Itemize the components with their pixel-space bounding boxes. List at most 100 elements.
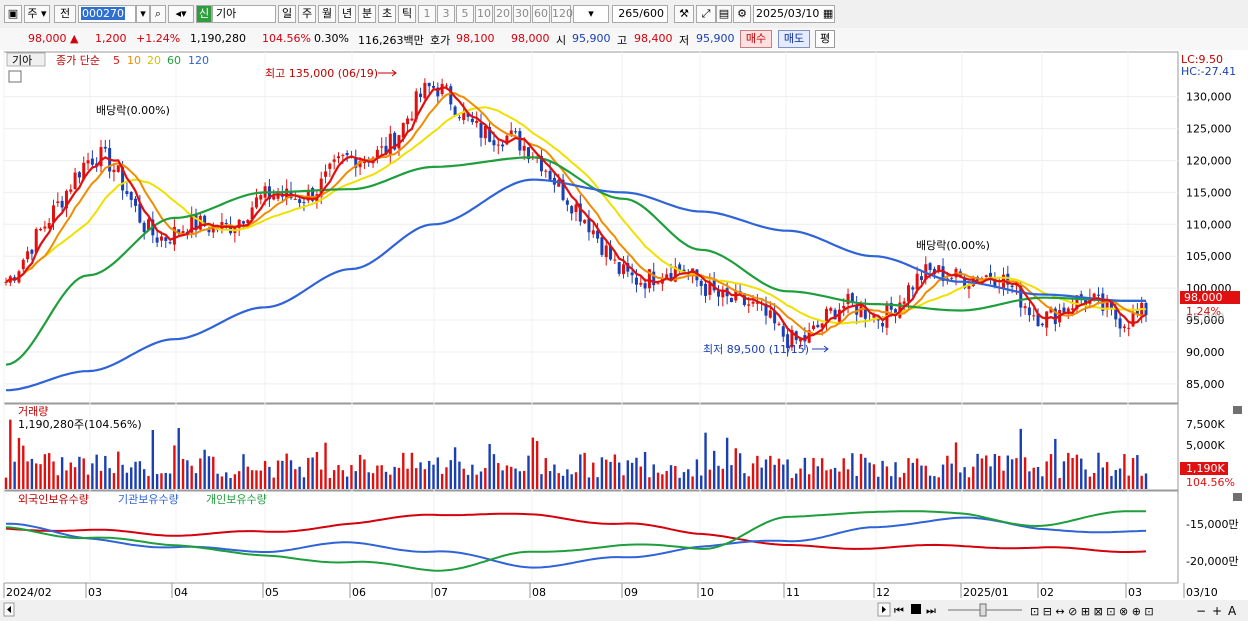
volume-bar [4, 477, 8, 489]
stop-icon[interactable] [911, 604, 921, 614]
zoom-slider-handle[interactable] [979, 603, 987, 617]
volume-bar [661, 474, 664, 489]
candle-body [622, 264, 625, 275]
chart-toolbar: ▣ 주 ▾ 전 000270 ▾ ⌕ ◂▾ 신 기아 일 주 월 년 분 초 틱… [0, 0, 1248, 29]
fast-forward-icon[interactable]: ⏭ [926, 604, 936, 617]
volume-panel-close-icon[interactable] [1233, 406, 1242, 414]
tab-week[interactable]: 주 [298, 5, 316, 23]
interval-20[interactable]: 20 [494, 5, 512, 23]
volume-bar [1062, 461, 1066, 489]
candle-body [742, 293, 746, 305]
volume-bar [1127, 475, 1130, 489]
stock-code-input[interactable]: 000270 [78, 5, 136, 23]
sell-button[interactable]: 매도 [778, 30, 810, 48]
sound-icon[interactable]: ◂▾ [168, 5, 194, 23]
candle-body [82, 162, 86, 180]
zoom-in-icon[interactable]: + [1212, 604, 1222, 618]
search-icon[interactable]: ⌕ [150, 5, 166, 23]
volume-bar [920, 465, 923, 489]
window-menu-icon[interactable]: ▣ [4, 5, 22, 23]
volume-bar [492, 454, 496, 489]
volume-bar [432, 464, 435, 489]
volume-bar [522, 470, 526, 489]
interval-120[interactable]: 120 [551, 5, 573, 23]
candle-body [976, 276, 980, 283]
volume-bar [436, 457, 440, 489]
tab-minute[interactable]: 분 [358, 5, 376, 23]
data-table-icon[interactable] [8, 70, 22, 83]
interval-custom-select[interactable]: ▾ [573, 5, 609, 23]
candle-body [427, 82, 431, 87]
candle-body [250, 207, 254, 220]
candle-body [147, 219, 150, 231]
interval-60[interactable]: 60 [532, 5, 550, 23]
candle-body [21, 259, 25, 270]
interval-1[interactable]: 1 [418, 5, 436, 23]
volume-bar [363, 459, 366, 489]
candle-body [833, 309, 837, 320]
chart-tools-icon[interactable]: ⚒ [674, 5, 694, 23]
rewind-icon[interactable]: ⏮ [894, 604, 904, 617]
volume-bar [1041, 476, 1044, 489]
volume-bar [557, 473, 560, 489]
interval-10[interactable]: 10 [475, 5, 493, 23]
volume-bar [484, 467, 487, 489]
low-label: 저 [679, 34, 690, 47]
ma-120-line [5, 178, 1146, 392]
candle-body [302, 202, 306, 204]
candle-body [643, 283, 647, 289]
buy-button[interactable]: 매수 [740, 30, 772, 48]
tab-year[interactable]: 년 [338, 5, 356, 23]
chart-tools-row[interactable]: ⊡ ⊟ ↔ ⊘ ⊞ ⊠ ⊡ ⊗ ⊕ ⊡ [1030, 605, 1154, 618]
calendar-icon[interactable]: ▦ [822, 7, 834, 20]
volume-bar [1058, 478, 1061, 489]
volume-bar [47, 453, 51, 489]
tab-tick[interactable]: 틱 [398, 5, 416, 23]
chart-area[interactable]: 기아 종가 단순 5 10 20 60 120 LC:9.50 HC:-27.4… [0, 50, 1248, 621]
candle-body [721, 289, 725, 298]
candle-body [630, 272, 634, 276]
x-axis: 2024/02 03 04 05 06 07 08 09 10 11 12 2025/01 02 03 03… [3, 583, 1218, 599]
tab-month[interactable]: 월 [318, 5, 336, 23]
prev-button[interactable]: 전 [54, 5, 76, 23]
volume-bar [65, 470, 68, 489]
volume-bar [980, 458, 984, 489]
date-input[interactable]: 2025/03/10 ▦ [753, 5, 835, 23]
volume-bar [397, 467, 401, 489]
stock-name-field[interactable]: 기아 [212, 5, 276, 23]
tab-day[interactable]: 일 [278, 5, 296, 23]
draw-icon[interactable]: ⤢ [696, 5, 716, 23]
candle-body [449, 86, 453, 105]
main-type-select[interactable]: 주 ▾ [24, 5, 50, 23]
count-input[interactable]: 265/600 [612, 5, 668, 23]
gear-icon[interactable]: ⚙ [733, 5, 751, 23]
interval-3[interactable]: 3 [437, 5, 455, 23]
volume-bar [548, 471, 552, 489]
holdings-panel-close-icon[interactable] [1233, 493, 1242, 501]
legend-institution: 기관보유수량 [118, 493, 179, 506]
interval-30[interactable]: 30 [513, 5, 531, 23]
candle-body [665, 274, 669, 278]
scroll-bar[interactable] [0, 600, 1248, 621]
code-dropdown-icon[interactable]: ▾ [136, 5, 150, 23]
high-arrow-icon [378, 69, 397, 77]
legend-stock-box[interactable] [6, 52, 46, 67]
ask-label: 호가 [430, 34, 451, 47]
font-size-icon[interactable]: A [1228, 604, 1237, 618]
tab-second[interactable]: 초 [378, 5, 396, 23]
zoom-out-icon[interactable]: − [1196, 604, 1206, 618]
volume-bar [605, 459, 608, 489]
volume-bar [410, 452, 414, 489]
candle-body [652, 271, 656, 286]
eval-button[interactable]: 평 [815, 30, 835, 48]
volume-title: 거래량 [18, 405, 48, 418]
scroll-left-icon [7, 606, 11, 613]
current-price-label: 98,000 [1184, 291, 1223, 304]
volume-bar [881, 460, 884, 489]
candle-body [501, 144, 505, 147]
candle-body [203, 215, 207, 226]
current-price-tag [1180, 291, 1240, 304]
interval-5[interactable]: 5 [456, 5, 474, 23]
save-icon[interactable]: ▤ [716, 5, 732, 23]
volume-bar [799, 468, 802, 489]
